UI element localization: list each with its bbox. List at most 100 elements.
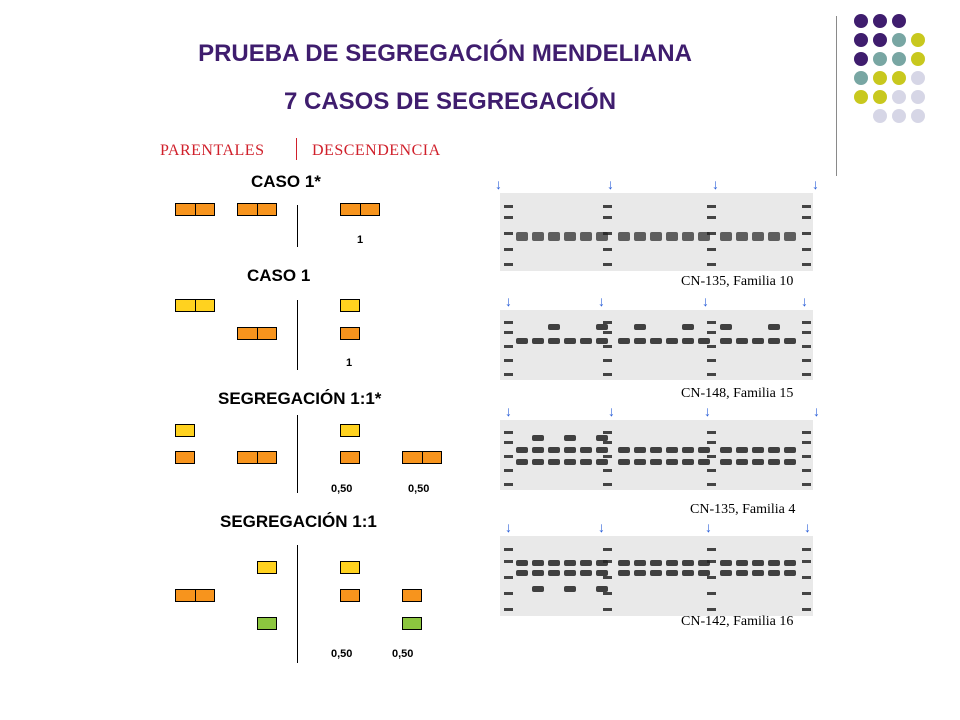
parent-allele-box (237, 203, 277, 216)
parent-allele-box (175, 589, 215, 602)
gel-band (596, 324, 608, 330)
decor-dot (854, 52, 868, 66)
gel-band (698, 459, 710, 465)
gel-band (720, 324, 732, 330)
case-title: SEGREGACIÓN 1:1* (218, 389, 382, 408)
gel-band (682, 459, 694, 465)
ladder-band (504, 548, 513, 551)
gel-band (564, 232, 576, 241)
decor-divider (836, 16, 837, 176)
gel-image (500, 536, 813, 616)
ladder-band (603, 263, 612, 266)
ladder-band (707, 205, 716, 208)
ladder-band (802, 560, 811, 563)
gel-band (618, 232, 630, 241)
segregation-ratio: 0,50 (331, 648, 353, 660)
ladder-band (802, 321, 811, 324)
gel-band (596, 586, 608, 592)
gel-band (698, 447, 710, 453)
gel-band (752, 338, 764, 344)
ladder-band (802, 373, 811, 376)
ladder-band (603, 216, 612, 219)
gel-band (768, 570, 780, 576)
ladder-band (802, 331, 811, 334)
gel-caption: CN-135, Familia 4 (690, 502, 796, 517)
gel-image (500, 193, 813, 271)
ladder-band (707, 359, 716, 362)
offspring-allele-box (340, 561, 360, 574)
gel-band (650, 570, 662, 576)
gel-band (564, 586, 576, 592)
ladder-band (707, 431, 716, 434)
gel-band (532, 570, 544, 576)
segregation-ratio: 0,50 (408, 483, 430, 495)
lane-arrow: ↓ (801, 293, 808, 309)
gel-band (666, 459, 678, 465)
gel-band (650, 447, 662, 453)
gel-band (752, 459, 764, 465)
lane-arrow: ↓ (505, 293, 512, 309)
gel-band (564, 570, 576, 576)
gel-band (596, 459, 608, 465)
case-title: CASO 1 (247, 266, 311, 285)
lane-arrow: ↓ (712, 176, 719, 192)
gel-band (682, 570, 694, 576)
ladder-band (802, 359, 811, 362)
ladder-band (603, 592, 612, 595)
gel-band (564, 435, 576, 441)
decor-dot (873, 14, 887, 28)
gel-band (580, 459, 592, 465)
ladder-band (504, 248, 513, 251)
gel-band (634, 459, 646, 465)
ladder-band (802, 576, 811, 579)
ladder-band (504, 205, 513, 208)
gel-band (618, 447, 630, 453)
ladder-band (603, 548, 612, 551)
ladder-band (707, 373, 716, 376)
gel-band (618, 338, 630, 344)
gel-band (752, 232, 764, 241)
decor-dot (892, 109, 906, 123)
gel-band (580, 232, 592, 241)
gel-band (532, 586, 544, 592)
gel-band (650, 232, 662, 241)
gel-band (580, 560, 592, 566)
segregation-ratio: 0,50 (392, 648, 414, 660)
decor-dot (911, 109, 925, 123)
decor-dot (873, 52, 887, 66)
gel-band (736, 232, 748, 241)
segregation-ratio: 1 (346, 357, 353, 369)
ladder-band (802, 263, 811, 266)
decor-dot (892, 71, 906, 85)
ladder-band (707, 441, 716, 444)
ladder-band (802, 608, 811, 611)
parent-allele-box (175, 451, 195, 464)
decor-dot (892, 33, 906, 47)
page-subtitle: 7 CASOS DE SEGREGACIÓN (283, 88, 617, 115)
page-title: PRUEBA DE SEGREGACIÓN MENDELIANA (198, 40, 692, 67)
ladder-band (707, 232, 716, 235)
gel-band (580, 338, 592, 344)
ladder-band (504, 216, 513, 219)
ladder-band (707, 469, 716, 472)
gel-band (682, 324, 694, 330)
gel-band (752, 447, 764, 453)
gel-band (736, 560, 748, 566)
gel-band (532, 459, 544, 465)
decor-dot (911, 52, 925, 66)
decor-dot (911, 71, 925, 85)
decor-dot (873, 71, 887, 85)
gel-band (784, 447, 796, 453)
gel-band (720, 338, 732, 344)
gel-band (634, 570, 646, 576)
case-divider (297, 205, 298, 247)
gel-band (768, 324, 780, 330)
gel-band (516, 570, 528, 576)
gel-band (532, 338, 544, 344)
gel-band (596, 435, 608, 441)
gel-band (698, 560, 710, 566)
gel-band (516, 560, 528, 566)
gel-band (682, 560, 694, 566)
gel-band (682, 232, 694, 241)
gel-band (698, 570, 710, 576)
